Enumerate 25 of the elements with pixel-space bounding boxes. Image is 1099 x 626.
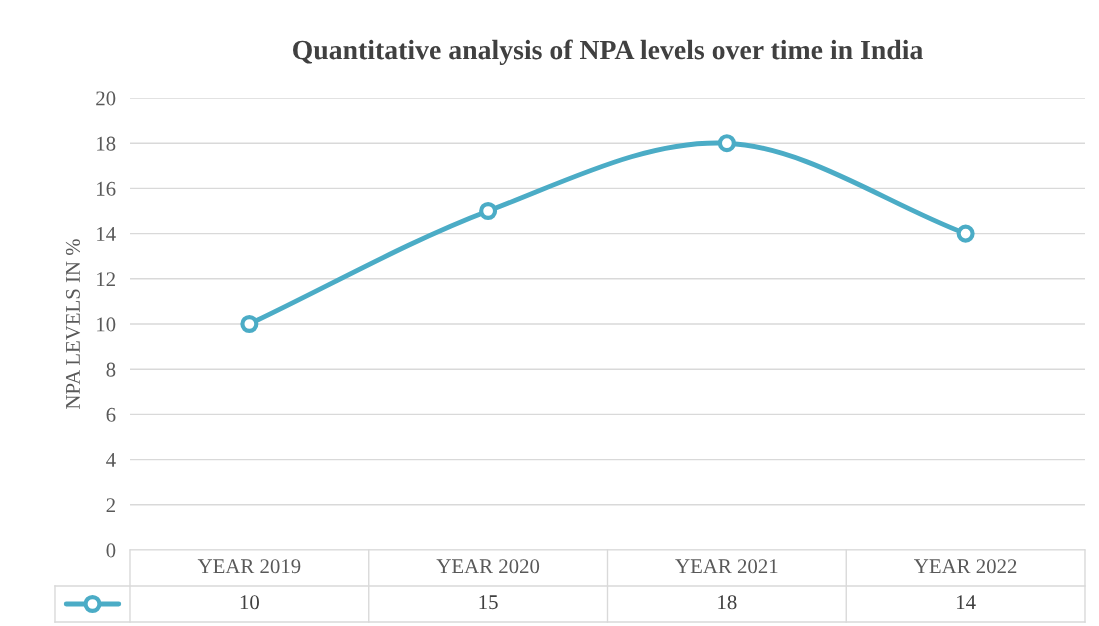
y-tick-label: 4 [106, 453, 116, 467]
y-tick-label: 14 [97, 227, 116, 241]
y-axis-title: NPA LEVELS IN % [65, 239, 81, 409]
x-tick-label: YEAR 2021 [675, 559, 778, 574]
y-tick-label: 0 [106, 543, 116, 558]
y-tick-label: 8 [106, 362, 116, 377]
point [479, 201, 498, 221]
point [956, 224, 975, 243]
y-tick-label: 12 [97, 272, 115, 287]
data-label: 15 [479, 595, 498, 610]
y-tick-label: 10 [97, 317, 116, 332]
x-tick-label: YEAR 2022 [914, 559, 1017, 574]
x-tick-label: YEAR 2019 [197, 559, 301, 574]
data-label: 10 [240, 595, 259, 610]
chart-title: Quantitative analysis of NPA levels over time in India [293, 39, 923, 66]
data-label: 18 [718, 595, 737, 610]
x-tick-label: YEAR 2020 [436, 559, 540, 574]
point [240, 314, 259, 334]
data-label: 14 [957, 595, 976, 610]
point [717, 134, 736, 153]
y-tick-label: 20 [96, 91, 116, 106]
y-tick-label: 6 [106, 407, 116, 422]
y-tick-label: 16 [97, 181, 116, 196]
y-tick-label: 18 [97, 136, 116, 151]
y-tick-label: 2 [106, 498, 115, 513]
